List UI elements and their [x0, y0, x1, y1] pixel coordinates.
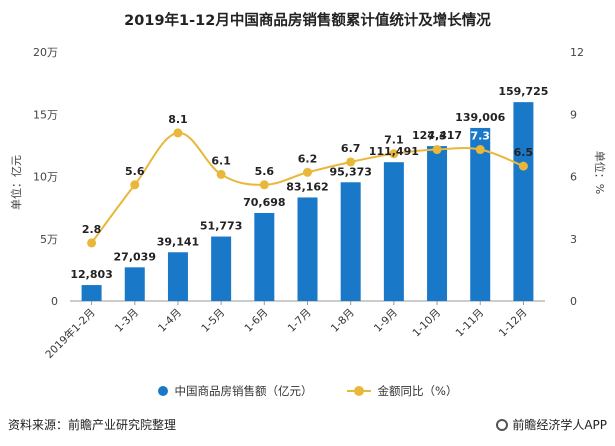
brand-credit: 前瞻经济学人APP [496, 416, 607, 433]
bar [427, 146, 448, 301]
y-right-tick-label: 3 [570, 233, 577, 246]
x-tick-label: 1-7月 [286, 307, 314, 335]
legend-swatch-bar [157, 386, 168, 396]
x-tick-label: 1-6月 [242, 307, 270, 335]
bar [297, 197, 318, 301]
bar-value-label: 139,006 [455, 111, 505, 124]
growth-point [259, 180, 269, 190]
growth-value-label: 5.6 [125, 165, 145, 178]
x-tick-label: 1-5月 [199, 307, 227, 335]
growth-value-label: 6.7 [341, 142, 361, 155]
growth-point [173, 128, 183, 138]
growth-point [389, 149, 399, 159]
bar-value-label: 159,725 [498, 85, 548, 98]
x-tick-label: 1-3月 [113, 307, 141, 335]
bar-value-label: 12,803 [70, 268, 112, 281]
x-tick-label: 1-9月 [372, 307, 400, 335]
y-right-tick-label: 6 [570, 171, 577, 184]
growth-point [346, 157, 356, 167]
line-series [87, 128, 528, 248]
x-tick-label: 1-8月 [329, 307, 357, 335]
y-right-tick-label: 12 [570, 46, 584, 59]
bar-value-label: 83,162 [286, 180, 328, 193]
bar [340, 182, 361, 301]
bar [383, 162, 404, 301]
legend-swatch-line [346, 386, 371, 396]
bar [470, 127, 491, 301]
growth-value-label: 6.5 [514, 146, 534, 159]
source-note: 资料来源：前瞻产业研究院整理 [8, 418, 177, 432]
growth-point [432, 145, 442, 155]
chart-legend: 中国商品房销售额（亿元） 金额同比（%） [0, 383, 615, 399]
growth-point [303, 167, 312, 177]
legend-label-growth: 金额同比（%） [377, 384, 458, 398]
growth-value-label: 8.1 [168, 113, 188, 126]
bar-value-label: 51,773 [200, 220, 242, 233]
x-tick-label: 2019年1-2月 [43, 306, 98, 361]
growth-value-label: 6.1 [211, 154, 231, 167]
bar-value-label: 95,373 [329, 165, 371, 178]
legend-label-sales: 中国商品房销售额（亿元） [174, 384, 313, 398]
growth-point [216, 169, 226, 179]
bar-value-label: 111,491 [369, 145, 419, 158]
growth-value-label: 7.3 [470, 130, 490, 143]
y-left-axis-title: 单位：亿元 [9, 155, 23, 210]
bar [513, 102, 534, 302]
brand-logo-icon [496, 418, 509, 431]
data-labels: 12,80327,03939,14151,77370,69883,16295,3… [70, 85, 548, 281]
legend-item-growth: 金额同比（%） [346, 383, 458, 399]
bar-value-label: 124,417 [412, 129, 462, 142]
bar [81, 285, 102, 301]
y-left-tick-label: 15万 [33, 108, 58, 121]
x-tick-label: 1-11月 [454, 307, 487, 340]
y-left-tick-label: 5万 [40, 233, 58, 246]
bar [211, 236, 232, 301]
legend-item-sales: 中国商品房销售额（亿元） [157, 383, 313, 399]
x-tick-label: 1-4月 [156, 307, 184, 335]
growth-value-label: 2.8 [82, 223, 102, 236]
chart-plot: 0 5万 10万 15万 20万 0 3 6 9 12 单位：亿元 单位：% 2019年1-2月 1-3月… [9, 46, 607, 361]
bar [167, 252, 188, 301]
bar-value-label: 70,698 [243, 196, 285, 209]
bar [124, 267, 145, 301]
bar-value-label: 39,141 [157, 235, 199, 248]
y-left-tick-label: 0 [51, 295, 58, 308]
y-right-tick-label: 0 [570, 295, 577, 308]
footer: 资料来源：前瞻产业研究院整理 前瞻经济学人APP [0, 414, 615, 446]
chart-title: 2019年1-12月中国商品房销售额累计值统计及增长情况 [124, 13, 491, 29]
y-left-tick-label: 10万 [33, 171, 58, 184]
y-right-tick-label: 9 [570, 108, 577, 121]
y-right-axis-title: 单位：% [593, 151, 607, 194]
growth-point [130, 180, 140, 190]
bar [254, 212, 275, 301]
growth-point [475, 145, 485, 155]
growth-value-label: 5.6 [255, 165, 275, 178]
bar-value-label: 27,039 [114, 250, 156, 263]
x-tick-label: 1-10月 [410, 307, 443, 340]
growth-point [87, 238, 97, 248]
bar-series [81, 102, 534, 302]
growth-point [518, 161, 528, 171]
brand-name: 前瞻经济学人APP [512, 418, 607, 432]
x-tick-label: 1-12月 [497, 307, 530, 340]
growth-value-label: 6.2 [298, 152, 318, 165]
growth-value-label: 7.1 [384, 134, 404, 147]
y-left-tick-label: 20万 [33, 46, 58, 59]
growth-value-label: 7.3 [427, 130, 447, 143]
